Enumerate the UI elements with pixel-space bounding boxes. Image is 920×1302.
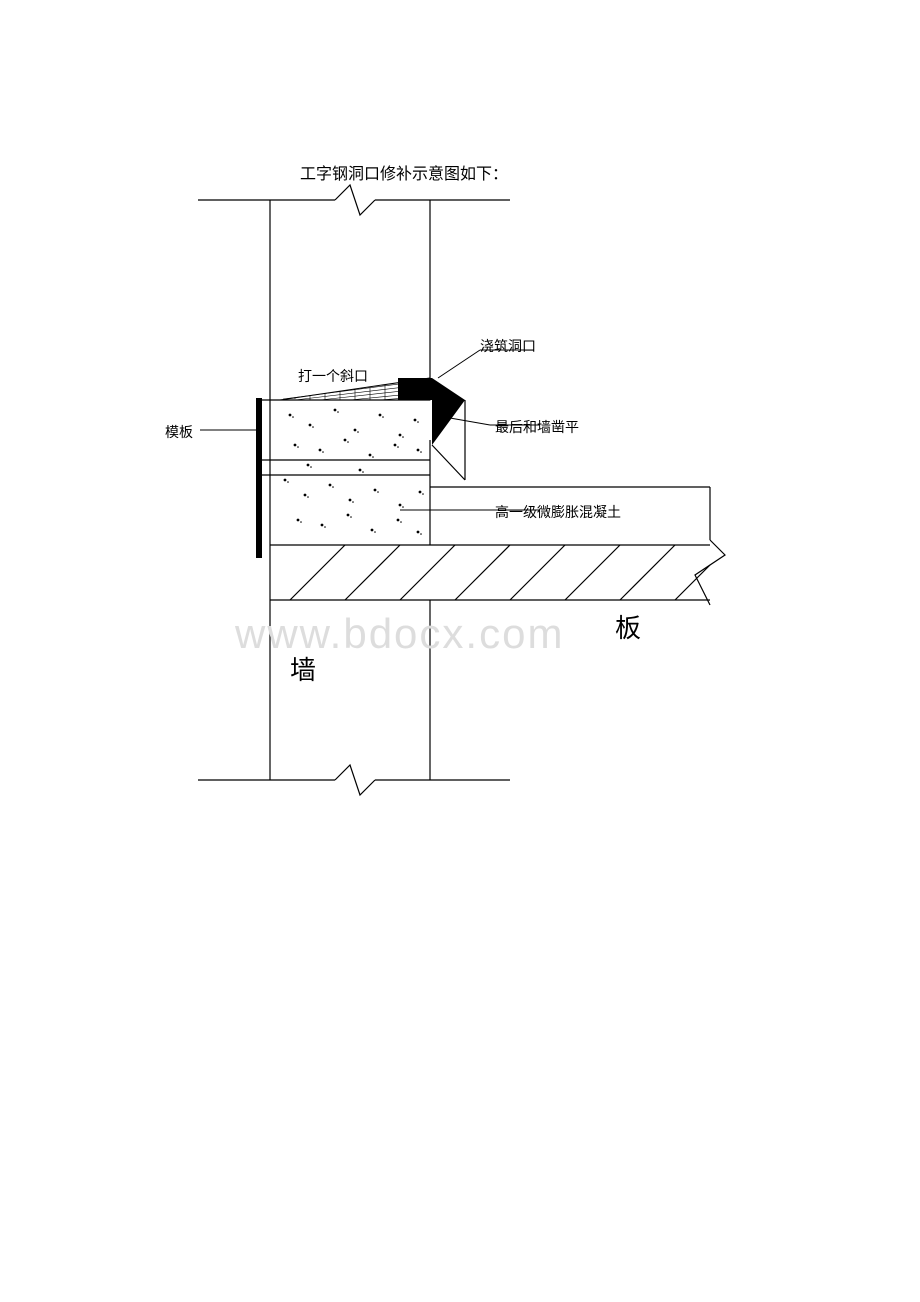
- label-pour-opening: 浇筑洞口: [480, 336, 536, 356]
- label-slab: 板: [615, 608, 641, 645]
- label-concrete: 高一级微膨胀混凝土: [495, 502, 621, 522]
- watermark: www.bdocx.com: [235, 610, 564, 658]
- label-wall: 墙: [290, 650, 316, 687]
- label-level-with-wall: 最后和墙凿平: [495, 417, 579, 437]
- label-chamfer: 打一个斜口: [298, 366, 368, 386]
- diagram-title: 工字钢洞口修补示意图如下：: [300, 160, 508, 184]
- label-formwork: 模板: [165, 422, 193, 442]
